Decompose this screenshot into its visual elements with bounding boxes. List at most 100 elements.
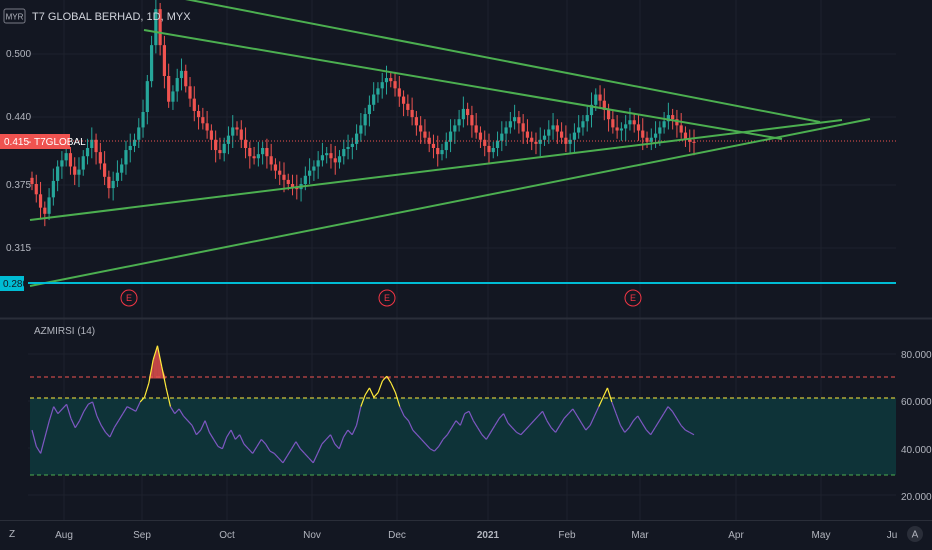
rsi-line-segment: [174, 408, 180, 415]
candle-body: [115, 172, 120, 181]
trendline-upper-resistance[interactable]: [180, 0, 821, 123]
candle-body: [671, 115, 675, 120]
rsi-line-segment: [390, 382, 396, 393]
auto-scale-button[interactable]: A: [907, 526, 923, 542]
candle-body: [149, 45, 154, 82]
rsi-line-segment: [438, 439, 444, 447]
indicator-axis[interactable]: 80.000 60.000 40.000 20.000: [901, 350, 932, 503]
rsi-line-segment: [53, 406, 59, 414]
rsi-line-segment: [221, 436, 228, 449]
trendline-long-support[interactable]: [29, 118, 871, 287]
rsi-line-segment: [105, 431, 111, 438]
candle-body: [577, 127, 581, 133]
rsi-overbought-area: [153, 345, 158, 379]
candle-body: [350, 143, 354, 147]
candle-body: [201, 117, 205, 124]
candle-body: [38, 194, 43, 208]
candle-body: [401, 96, 406, 104]
rsi-line-segment: [641, 422, 647, 431]
time-tick-label: Oct: [219, 530, 235, 541]
price-tick-label: 0.315: [6, 243, 31, 254]
rsi-line-segment: [368, 387, 375, 398]
rsi-line-segment: [559, 418, 565, 426]
rsi-line-segment: [334, 443, 340, 450]
candle-body: [624, 124, 628, 129]
candle-body: [175, 78, 179, 92]
rsi-line-segment: [161, 366, 167, 389]
candle-body: [444, 141, 448, 151]
candle-body: [521, 123, 525, 132]
candle-body: [547, 129, 551, 136]
rsi-line-segment: [455, 420, 461, 426]
support-price-value: 0.280: [3, 279, 28, 290]
rsi-line-segment: [204, 420, 210, 433]
candle-body: [367, 104, 372, 115]
event-marker[interactable]: E: [120, 289, 138, 307]
candle-body: [483, 139, 487, 146]
rsi-line-segment: [412, 429, 418, 436]
candle-body: [256, 154, 260, 159]
rsi-line-segment: [394, 392, 401, 407]
last-price-symbol: T7GLOBAL: [34, 137, 86, 148]
rsi-line-segment: [433, 446, 440, 452]
candle-body: [461, 108, 465, 120]
candle-body: [662, 121, 666, 128]
candle-body: [273, 164, 278, 171]
rsi-line-segment: [537, 410, 544, 417]
rsi-line-segment: [178, 408, 184, 417]
rsi-line-segment: [658, 413, 665, 421]
candle-body: [124, 150, 128, 165]
candle-body: [487, 145, 491, 153]
rsi-line-segment: [118, 413, 124, 421]
candle-body: [188, 86, 192, 99]
rsi-line-segment: [113, 420, 120, 429]
rsi-line-segment: [619, 425, 626, 433]
zoom-button[interactable]: Z: [9, 529, 15, 540]
rsi-tick-label: 20.000: [901, 492, 932, 503]
rsi-line-segment: [265, 443, 271, 452]
rsi-line-segment: [524, 424, 531, 431]
time-tick-label: Mar: [631, 530, 649, 541]
price-axis[interactable]: 0.500 0.440 0.375 0.315: [6, 49, 31, 254]
indicator-title[interactable]: AZMIRSI (14): [34, 326, 95, 337]
time-tick-label: Sep: [133, 530, 151, 541]
candle-body: [261, 148, 265, 155]
candle-body: [384, 78, 389, 83]
rsi-line-segment: [516, 431, 522, 436]
rsi-line-segment: [355, 406, 362, 426]
event-marker[interactable]: E: [378, 289, 396, 307]
candle-body: [572, 132, 577, 140]
rsi-line-segment: [143, 383, 150, 398]
rsi-line-segment: [429, 448, 435, 452]
rsi-line-segment: [382, 375, 388, 382]
candle-body: [278, 170, 282, 175]
candle-body: [329, 153, 333, 159]
event-markers: E E E: [120, 289, 642, 307]
event-marker-label: E: [126, 293, 132, 303]
rsi-tick-label: 40.000: [901, 445, 932, 456]
event-marker[interactable]: E: [624, 289, 642, 307]
candle-body: [231, 127, 235, 136]
rsi-line-segment: [663, 406, 669, 414]
rsi-line-segment: [282, 455, 288, 464]
rsi-band-fill: [30, 398, 896, 475]
rsi-line-segment: [135, 401, 141, 412]
rsi-line-segment: [208, 432, 215, 440]
rsi-line-segment: [247, 448, 254, 454]
rsi-line-segment: [165, 387, 172, 407]
time-axis[interactable]: Aug Sep Oct Nov Dec 2021 Feb Mar Apr May…: [55, 530, 897, 541]
trendline-mid-resistance[interactable]: [143, 29, 783, 140]
event-marker-label: E: [630, 293, 636, 303]
candle-body: [34, 184, 38, 195]
candle-body: [56, 166, 60, 181]
candle-body: [440, 150, 444, 155]
trendline-lower-support[interactable]: [29, 119, 843, 221]
rsi-line-segment: [330, 434, 336, 445]
candle-body: [167, 76, 171, 102]
currency-badge[interactable]: MYR: [3, 8, 26, 24]
rsi-line-segment: [48, 406, 55, 421]
candle-body: [103, 163, 107, 177]
candle-body: [410, 109, 414, 118]
candle-body: [248, 148, 252, 157]
